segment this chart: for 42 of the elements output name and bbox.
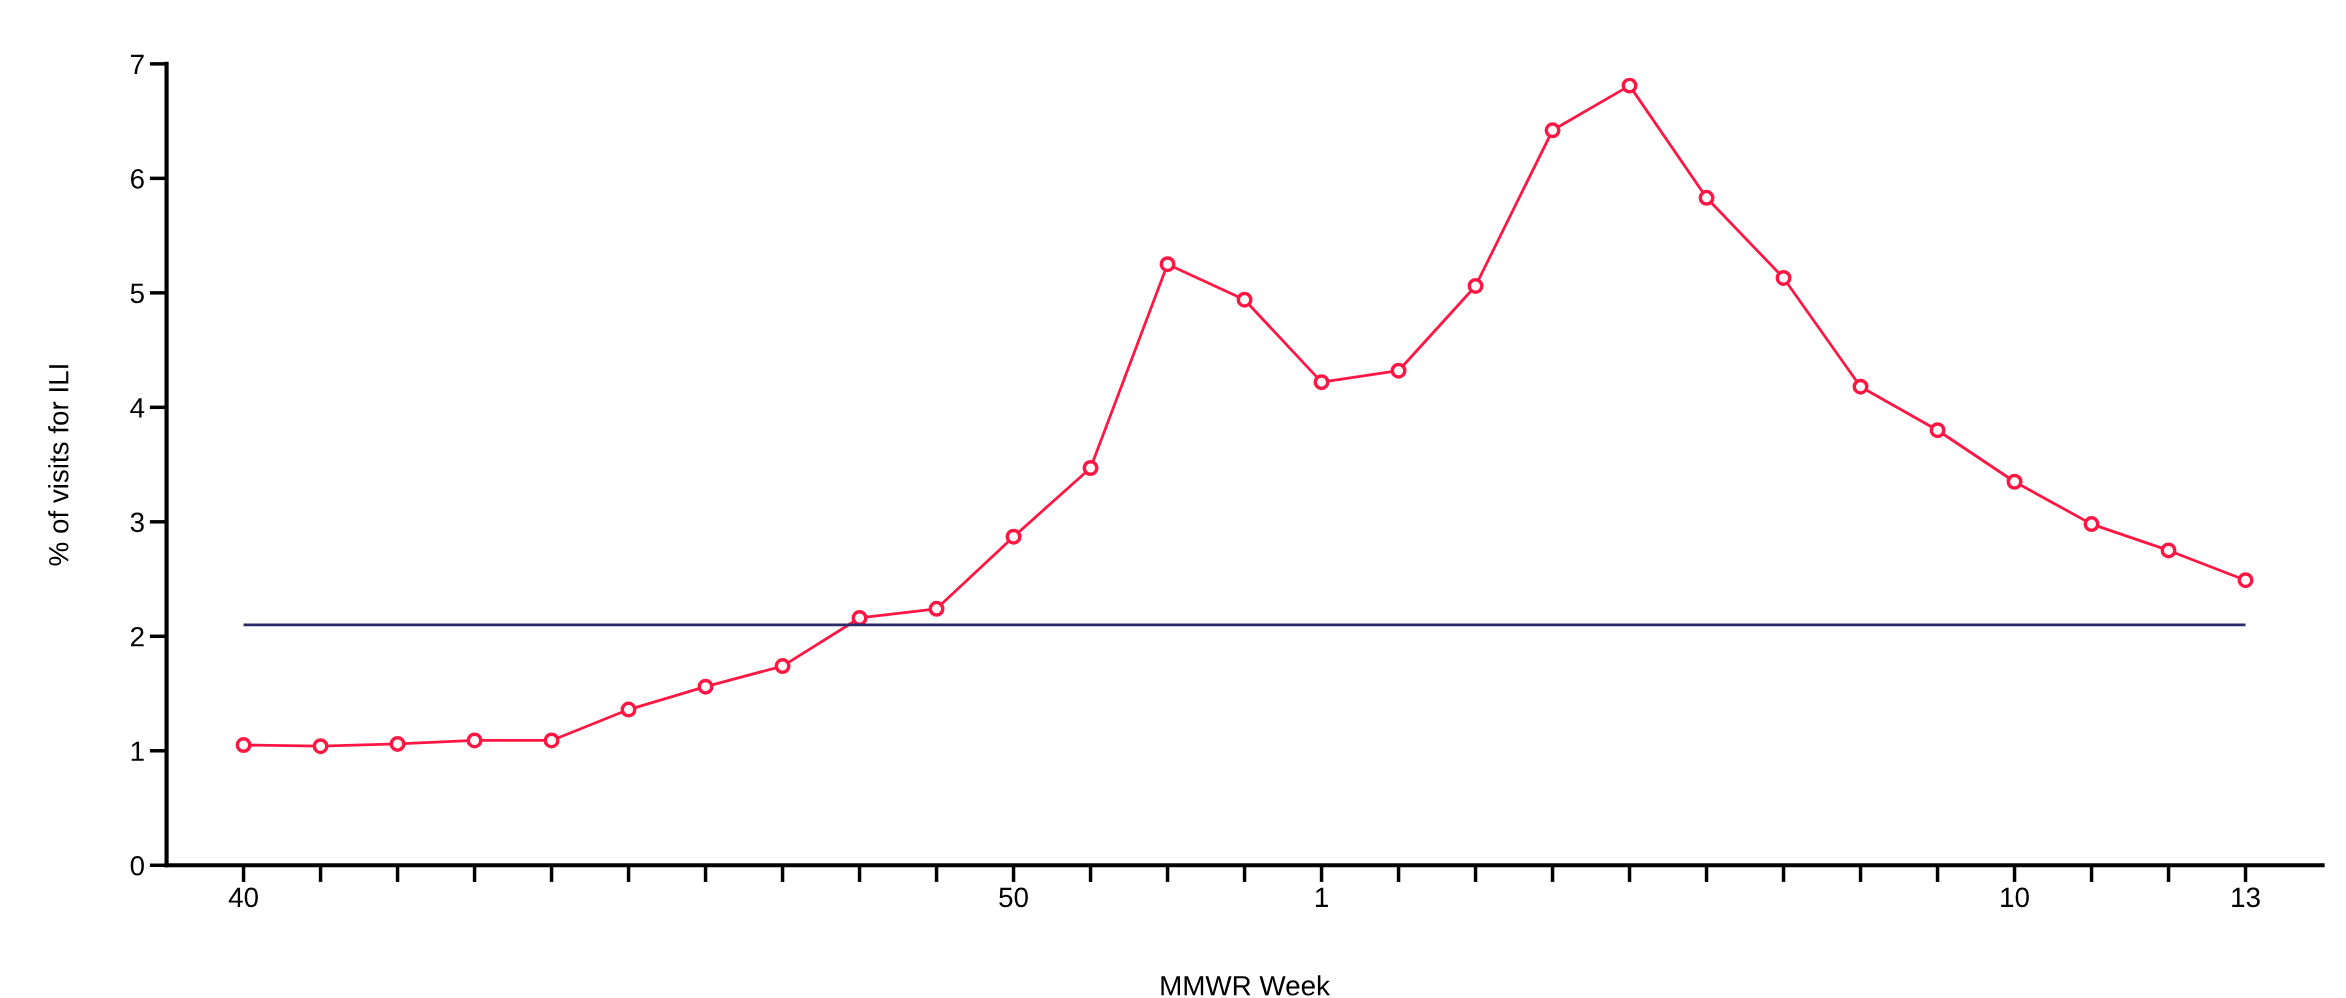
point <box>2160 542 2177 559</box>
point <box>1621 77 1638 94</box>
point <box>1082 460 1099 476</box>
y-tick-label: 1 <box>131 741 144 761</box>
point <box>1313 374 1330 391</box>
point <box>1005 528 1022 545</box>
point <box>2006 473 2023 490</box>
point <box>1159 256 1176 273</box>
point <box>620 701 637 718</box>
point <box>1698 189 1715 206</box>
point <box>2237 572 2254 589</box>
y-tick-label: 4 <box>130 398 145 418</box>
point <box>1852 378 1869 395</box>
y-tick-label: 6 <box>131 169 144 189</box>
point <box>928 600 945 617</box>
x-tick-label: 13 <box>2232 887 2260 908</box>
point <box>1544 122 1561 139</box>
point <box>389 735 406 752</box>
y-tick-label: 0 <box>130 855 144 876</box>
x-axis-title: MMWR Week <box>1161 975 1330 996</box>
y-tick-label: 5 <box>130 283 144 304</box>
point <box>235 737 252 754</box>
x-tick-label: 40 <box>228 887 258 908</box>
point <box>1390 362 1407 379</box>
x-tick-label: 50 <box>999 887 1028 908</box>
point <box>851 609 868 626</box>
point <box>1775 269 1792 286</box>
x-tick-label: 10 <box>2001 887 2029 908</box>
point <box>2083 516 2100 533</box>
y-tick-label: 3 <box>130 512 144 533</box>
point <box>774 658 791 675</box>
x-tick-label: 1 <box>1315 887 1328 907</box>
point <box>312 738 329 755</box>
point <box>1467 277 1484 294</box>
point <box>1929 422 1946 439</box>
y-tick-label: 2 <box>130 626 144 647</box>
point <box>543 732 560 749</box>
point <box>1236 291 1253 308</box>
point <box>466 732 483 749</box>
point <box>697 678 714 695</box>
y-axis-title: % of visits for ILI <box>48 365 69 566</box>
y-tick-label: 7 <box>131 54 144 74</box>
